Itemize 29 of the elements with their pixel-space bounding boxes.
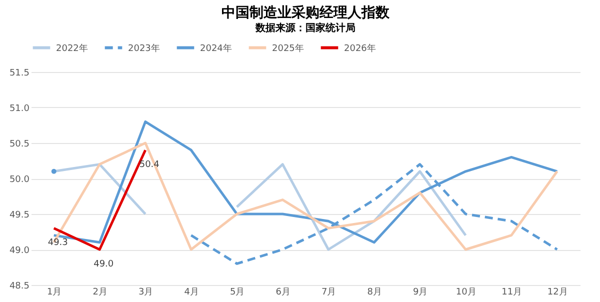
legend-label: 2023年 bbox=[128, 42, 160, 54]
y-tick-label: 51.5 bbox=[9, 68, 30, 78]
x-tick-label: 7月 bbox=[322, 288, 336, 298]
data-label: 50.4 bbox=[139, 160, 160, 170]
x-tick-label: 8月 bbox=[367, 288, 382, 298]
x-tick-label: 12月 bbox=[547, 288, 568, 298]
x-tick-label: 6月 bbox=[276, 288, 290, 298]
y-tick-label: 49.5 bbox=[9, 210, 30, 220]
y-tick-label: 48.5 bbox=[9, 282, 30, 292]
x-tick-label: 3月 bbox=[138, 288, 154, 298]
x-tick-label: 4月 bbox=[184, 288, 199, 298]
y-tick-label: 49.0 bbox=[9, 246, 30, 256]
data-label: 49.0 bbox=[94, 260, 114, 270]
y-tick-label: 50.0 bbox=[9, 175, 30, 185]
x-tick-label: 2月 bbox=[92, 288, 108, 298]
y-tick-label: 50.5 bbox=[9, 140, 30, 150]
y-tick-label: 51.0 bbox=[9, 104, 30, 114]
x-tick-label: 11月 bbox=[502, 288, 522, 298]
legend-label: 2024年 bbox=[200, 42, 232, 54]
legend-label: 2026年 bbox=[344, 42, 376, 54]
chart-subtitle: 数据来源：国家统计局 bbox=[254, 22, 356, 34]
x-tick-label: 1月 bbox=[47, 288, 62, 298]
data-label: 49.3 bbox=[48, 238, 68, 248]
legend-label: 2025年 bbox=[272, 42, 304, 54]
chart-title: 中国制造业采购经理人指数 bbox=[222, 5, 390, 21]
x-tick-label: 10月 bbox=[456, 288, 476, 298]
x-tick-label: 9月 bbox=[413, 288, 428, 298]
legend-label: 2022年 bbox=[56, 42, 88, 54]
x-tick-label: 5月 bbox=[230, 288, 245, 298]
